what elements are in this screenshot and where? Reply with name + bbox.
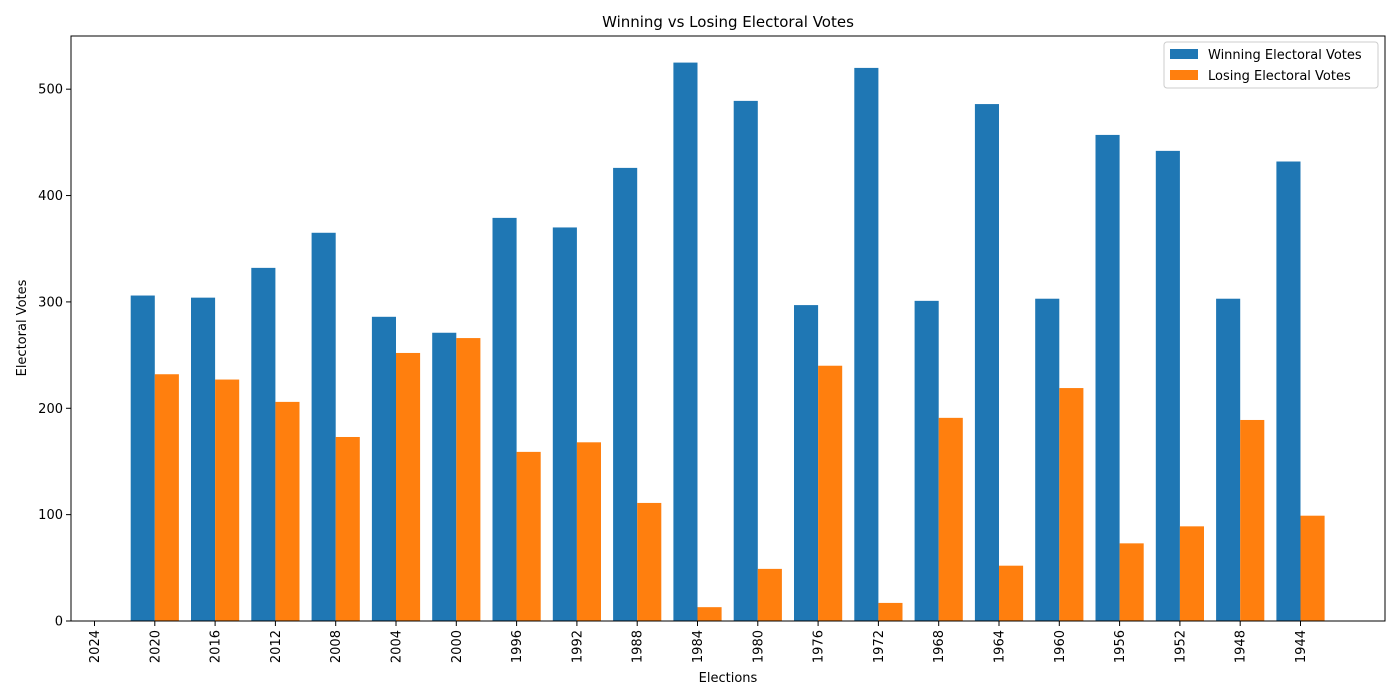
losing-bar-2012 (275, 401, 300, 621)
y-tick-label: 500 (38, 83, 63, 98)
winning-bar-2016 (191, 297, 216, 621)
x-tick-label: 2008 (329, 630, 344, 663)
y-axis-title: Electoral Votes (15, 279, 30, 376)
losing-bar-2020 (154, 374, 179, 621)
y-tick-label: 200 (38, 402, 63, 417)
winning-bar-2000 (432, 332, 457, 621)
losing-bar-1956 (1119, 543, 1144, 621)
winning-bar-2008 (311, 232, 336, 621)
winning-bar-1992 (552, 227, 577, 621)
y-tick-label: 0 (55, 615, 63, 630)
chart-title: Winning vs Losing Electoral Votes (602, 13, 854, 31)
x-tick-label: 1988 (631, 630, 646, 663)
x-tick-label: 1992 (570, 630, 585, 663)
losing-bar-1992 (576, 442, 601, 621)
winning-bar-1944 (1276, 161, 1301, 621)
legend-swatch (1170, 70, 1198, 80)
winning-bar-2004 (371, 316, 396, 621)
winning-bar-1964 (974, 104, 999, 621)
x-tick-label: 1960 (1053, 630, 1068, 663)
winning-bar-1984 (673, 62, 698, 621)
x-axis-title: Elections (699, 671, 758, 686)
x-tick-label: 1956 (1113, 630, 1128, 663)
winning-bar-1956 (1095, 134, 1120, 622)
winning-bar-1976 (794, 305, 819, 621)
x-tick-label: 1944 (1294, 630, 1309, 663)
plot-frame (70, 35, 1386, 622)
bars-layer (130, 62, 1325, 622)
losing-bar-2000 (456, 338, 481, 621)
losing-bar-2004 (396, 352, 421, 621)
winning-bar-1968 (914, 300, 939, 621)
losing-bar-1976 (818, 365, 843, 621)
winning-bar-2012 (251, 267, 276, 621)
x-tick-label: 1948 (1234, 630, 1249, 663)
x-tick-label: 1968 (932, 630, 947, 663)
x-tick-label: 2016 (209, 630, 224, 663)
legend-swatch (1170, 49, 1198, 59)
winning-bar-1952 (1155, 150, 1180, 621)
x-tick-label: 2020 (148, 630, 163, 663)
losing-bar-1988 (637, 502, 662, 621)
winning-bar-1972 (854, 67, 879, 621)
legend: Winning Electoral Votes Losing Electoral … (1163, 41, 1379, 89)
x-tick-label: 1976 (812, 630, 827, 663)
losing-bar-1952 (1179, 526, 1204, 621)
losing-bar-1996 (516, 451, 541, 621)
losing-bar-1948 (1240, 419, 1265, 621)
x-tick-label: 2012 (269, 630, 284, 663)
y-tick-label: 300 (38, 295, 63, 310)
winning-bar-2020 (130, 295, 155, 621)
winning-bar-1948 (1216, 298, 1241, 621)
legend-label: Winning Electoral Votes (1208, 48, 1362, 63)
x-tick-label: 1996 (510, 630, 525, 663)
losing-bar-1964 (999, 565, 1024, 621)
x-tick-label: 1984 (691, 630, 706, 663)
losing-bar-2008 (335, 436, 360, 621)
x-tick-label: 1964 (993, 630, 1008, 663)
losing-bar-1980 (757, 568, 782, 621)
losing-bar-1972 (878, 602, 903, 621)
losing-bar-2016 (215, 379, 240, 621)
losing-bar-1944 (1300, 515, 1325, 621)
x-tick-label: 1972 (872, 630, 887, 663)
winning-bar-1988 (613, 167, 638, 621)
x-tick-label: 1952 (1173, 630, 1188, 663)
x-tick-label: 2004 (390, 630, 405, 663)
x-tick-label: 2000 (450, 630, 465, 663)
winning-bar-1996 (492, 217, 517, 621)
losing-bar-1968 (938, 417, 963, 621)
x-tick-label: 1980 (751, 630, 766, 663)
x-tick-label: 2024 (88, 630, 103, 663)
y-tick-label: 100 (38, 508, 63, 523)
legend-label: Losing Electoral Votes (1208, 69, 1351, 84)
winning-bar-1960 (1035, 298, 1060, 621)
legend-box (1163, 41, 1379, 89)
axes-layer: 0 100 200 300 400 500 2024 2020 2016 2012 2008 2004… (38, 35, 1386, 663)
winning-bar-1980 (733, 100, 758, 621)
y-tick-label: 400 (38, 189, 63, 204)
losing-bar-1984 (697, 607, 722, 621)
losing-bar-1960 (1059, 388, 1084, 621)
